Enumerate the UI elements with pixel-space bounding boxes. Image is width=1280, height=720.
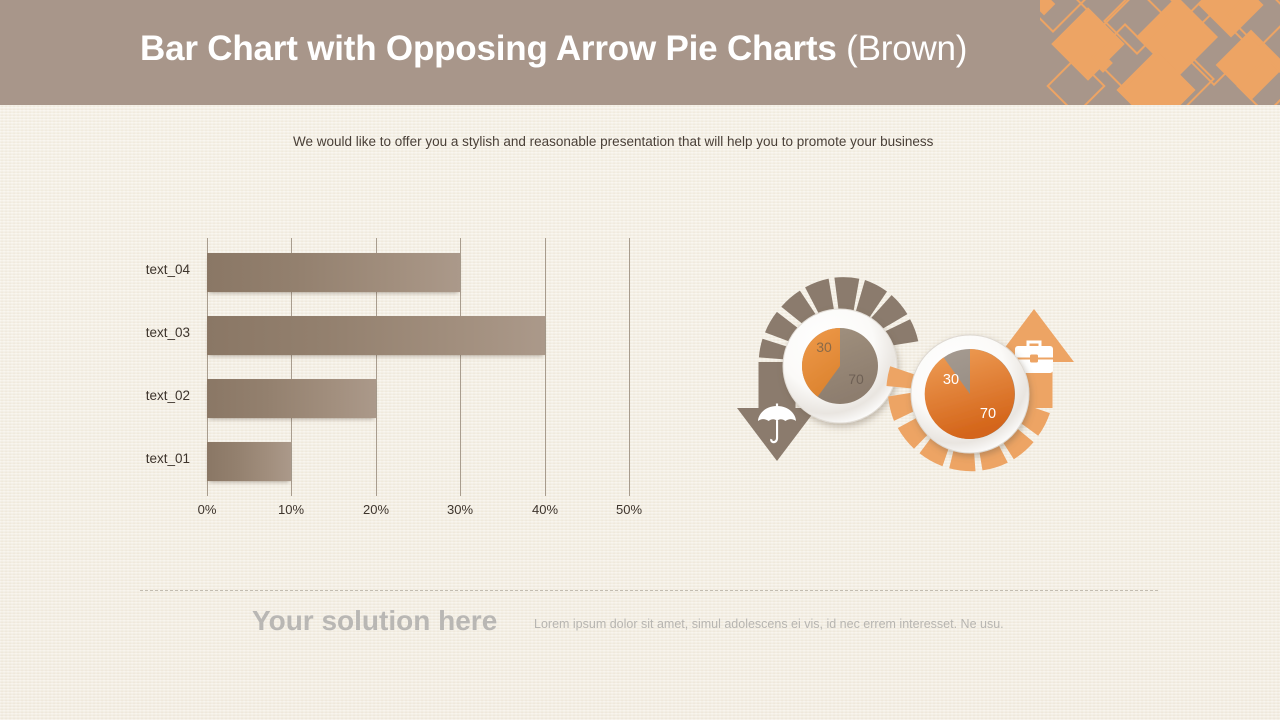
- x-tick-50: 50%: [615, 502, 643, 517]
- page-title-light: (Brown): [836, 29, 968, 68]
- brown-arrow: [737, 277, 919, 461]
- gridline: [460, 238, 461, 496]
- x-tick-10: 10%: [277, 502, 305, 517]
- category-label-text-03: text_03: [145, 325, 190, 340]
- x-tick-40: 40%: [531, 502, 559, 517]
- right-pie-label-70: 70: [980, 406, 996, 422]
- bar-text-01[interactable]: [207, 442, 292, 481]
- gridline: [376, 238, 377, 496]
- plot-area: [207, 238, 630, 496]
- gridline: [629, 238, 630, 496]
- category-label-text-01: text_01: [145, 451, 190, 466]
- umbrella-icon: [758, 403, 796, 444]
- x-tick-0: 0%: [197, 502, 217, 517]
- footer-divider: [140, 590, 1158, 591]
- left-pie-label-30: 30: [816, 339, 832, 355]
- category-label-text-04: text_04: [145, 262, 190, 277]
- gridline: [545, 238, 546, 496]
- bar-text-03[interactable]: [207, 316, 545, 355]
- subtitle-text: We would like to offer you a stylish and…: [293, 134, 934, 149]
- right-pie-label-30: 30: [943, 372, 959, 388]
- category-label-text-02: text_02: [145, 388, 190, 403]
- footer-description: Lorem ipsum dolor sit amet, simul adoles…: [534, 617, 1004, 631]
- left-pie-label-70: 70: [848, 371, 864, 387]
- gridline: [291, 238, 292, 496]
- x-tick-30: 30%: [446, 502, 474, 517]
- page-title: Bar Chart with Opposing Arrow Pie Charts…: [140, 29, 967, 69]
- x-tick-20: 20%: [362, 502, 390, 517]
- page-title-bold: Bar Chart with Opposing Arrow Pie Charts: [140, 29, 837, 68]
- right-pie-chart: [910, 334, 1030, 454]
- title-bar: Bar Chart with Opposing Arrow Pie Charts…: [0, 0, 1280, 105]
- diamond-pattern-decoration: [1019, 0, 1280, 105]
- bar-chart: text_04 text_03 text_02 text_01 0% 10% 2…: [0, 230, 700, 530]
- gridline: [207, 238, 208, 496]
- opposing-arrow-pie-diagram: 30 70: [720, 248, 1120, 498]
- bar-text-04[interactable]: [207, 253, 461, 292]
- left-pie-chart: [782, 308, 898, 424]
- bar-text-02[interactable]: [207, 379, 376, 418]
- briefcase-icon: [1015, 340, 1053, 373]
- footer-title: Your solution here: [252, 605, 498, 636]
